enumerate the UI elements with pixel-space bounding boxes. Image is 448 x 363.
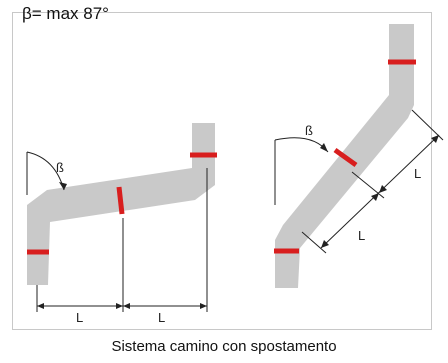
right-dim-arrow-2 <box>371 193 379 201</box>
right-angle-arrowhead <box>320 143 328 152</box>
figure-caption: Sistema camino con spostamento <box>111 338 337 355</box>
left-joint-middle <box>116 186 125 215</box>
right-angle-label: ß <box>305 123 313 138</box>
left-dim-arrow-3 <box>123 303 130 309</box>
left-dim-arrow-2 <box>116 303 123 309</box>
right-ext-line-2 <box>351 171 385 199</box>
right-joint-middle <box>333 147 358 168</box>
left-angle-arrowhead <box>59 182 67 190</box>
left-dim-arrow-4 <box>200 303 207 309</box>
right-dim-arrow-3 <box>379 185 387 193</box>
chimney-offset-diagram: ß L L ß L L <box>26 24 444 325</box>
right-dim-arrow-4 <box>431 135 439 143</box>
left-length-label-1: L <box>76 310 83 325</box>
right-assembly: ß L L <box>274 24 444 288</box>
left-length-label-2: L <box>158 310 165 325</box>
left-dim-arrow-1 <box>37 303 44 309</box>
right-ext-line-1 <box>301 231 327 254</box>
right-length-label-2: L <box>414 166 421 181</box>
right-angle-arc <box>274 137 329 153</box>
right-ext-line-3 <box>411 109 444 141</box>
right-dim-arrow-1 <box>321 240 329 248</box>
right-length-label-1: L <box>358 228 365 243</box>
left-angle-label: ß <box>56 160 64 175</box>
left-assembly: ß L L <box>26 123 217 325</box>
max-angle-formula: β= max 87° <box>22 4 109 23</box>
